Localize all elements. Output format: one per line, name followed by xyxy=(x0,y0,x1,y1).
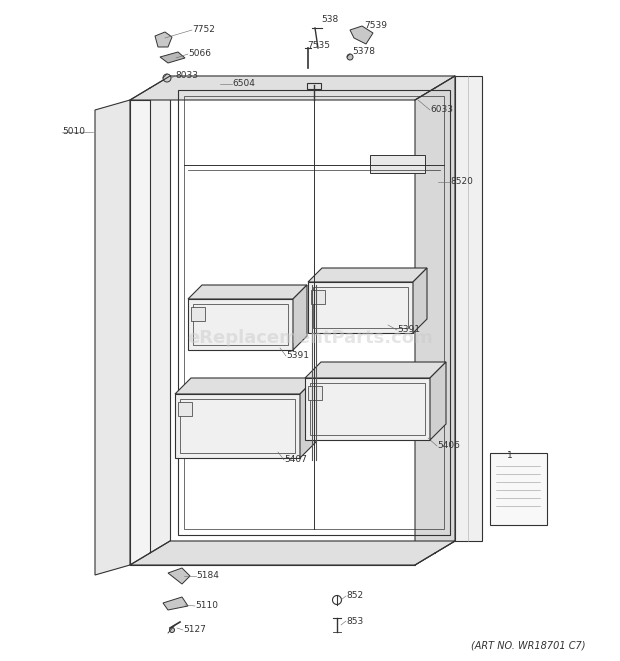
Bar xyxy=(308,386,322,400)
Bar xyxy=(310,383,425,435)
Text: 5010: 5010 xyxy=(62,128,85,137)
Polygon shape xyxy=(163,597,188,610)
Text: 5184: 5184 xyxy=(196,572,219,580)
Polygon shape xyxy=(175,378,316,394)
Polygon shape xyxy=(95,100,130,575)
Text: 853: 853 xyxy=(346,617,363,625)
Polygon shape xyxy=(455,76,482,541)
Polygon shape xyxy=(415,76,455,565)
Text: 1: 1 xyxy=(507,451,513,459)
Text: 5378: 5378 xyxy=(352,46,375,56)
Text: 538: 538 xyxy=(321,15,339,24)
Polygon shape xyxy=(130,100,415,565)
Text: (ART NO. WR18701 C7): (ART NO. WR18701 C7) xyxy=(471,640,585,650)
Circle shape xyxy=(347,54,353,60)
Polygon shape xyxy=(300,378,316,458)
Circle shape xyxy=(163,74,171,82)
Text: 8520: 8520 xyxy=(450,178,473,186)
Polygon shape xyxy=(130,76,455,100)
Text: 7752: 7752 xyxy=(192,26,215,34)
Bar xyxy=(490,453,547,525)
Text: 5066: 5066 xyxy=(188,50,211,59)
Text: 852: 852 xyxy=(346,592,363,600)
Bar xyxy=(191,307,205,321)
Polygon shape xyxy=(130,541,455,565)
Text: 5391: 5391 xyxy=(397,325,420,334)
Polygon shape xyxy=(170,76,455,541)
Polygon shape xyxy=(155,32,172,47)
Polygon shape xyxy=(413,268,427,333)
Polygon shape xyxy=(168,568,190,584)
Polygon shape xyxy=(150,88,435,553)
Polygon shape xyxy=(175,394,300,458)
Bar xyxy=(193,304,288,345)
Bar xyxy=(178,90,450,535)
Text: 6504: 6504 xyxy=(232,79,255,89)
Text: 6033: 6033 xyxy=(430,106,453,114)
Polygon shape xyxy=(430,362,446,440)
Bar xyxy=(370,155,425,173)
Polygon shape xyxy=(188,285,307,299)
Text: 7539: 7539 xyxy=(364,22,387,30)
Text: 5110: 5110 xyxy=(195,602,218,611)
Polygon shape xyxy=(308,282,413,333)
Polygon shape xyxy=(188,299,293,350)
Text: 7535: 7535 xyxy=(307,42,330,50)
Bar xyxy=(307,83,321,89)
Polygon shape xyxy=(160,52,185,63)
Bar xyxy=(180,399,295,453)
Bar xyxy=(311,290,325,304)
Bar xyxy=(313,287,408,328)
Polygon shape xyxy=(293,285,307,350)
Polygon shape xyxy=(305,362,446,378)
Text: eReplacementParts.com: eReplacementParts.com xyxy=(187,329,433,347)
Text: 8033: 8033 xyxy=(175,71,198,81)
Text: 5406: 5406 xyxy=(437,442,460,451)
Circle shape xyxy=(169,627,174,633)
Text: 5407: 5407 xyxy=(284,455,307,465)
Polygon shape xyxy=(350,26,373,44)
Bar xyxy=(184,96,444,529)
Bar xyxy=(178,402,192,416)
Polygon shape xyxy=(308,268,427,282)
Text: 5391: 5391 xyxy=(286,352,309,360)
Polygon shape xyxy=(305,378,430,440)
Text: 5127: 5127 xyxy=(183,625,206,635)
